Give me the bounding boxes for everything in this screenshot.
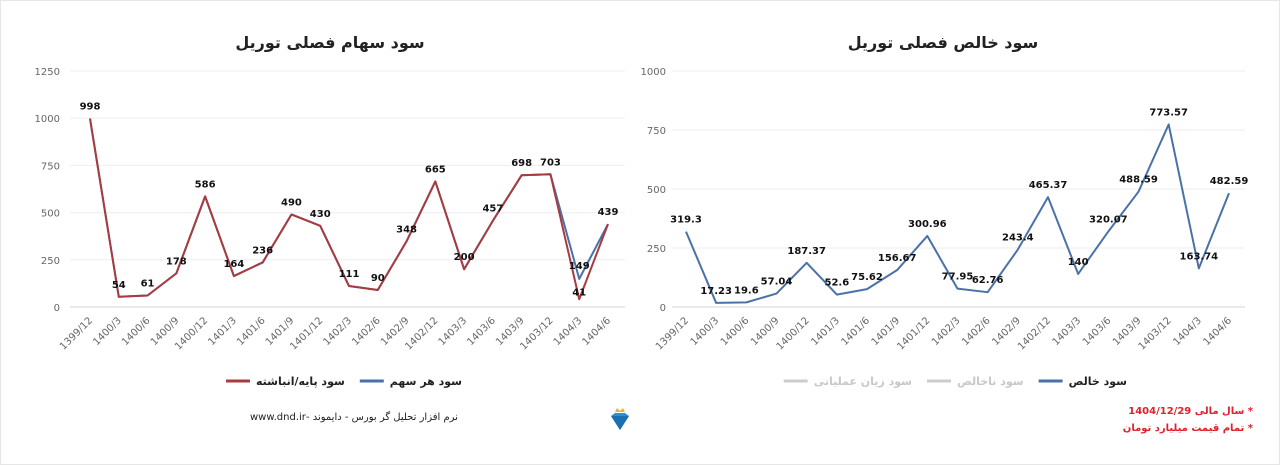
chart-title: سود سهام فصلی توریل [235,33,424,52]
y-tick-label: 750 [647,126,666,137]
data-label: 57.04 [761,277,793,288]
diamond-logo-icon [609,406,631,432]
data-label: 243.4 [1002,233,1034,244]
y-tick-label: 250 [647,244,666,255]
data-label: 111 [339,269,360,280]
data-label: 482.59 [1210,176,1249,187]
x-tick-label: 1403/6 [1081,315,1114,348]
x-tick-label: 1402/3 [321,315,354,348]
y-tick-label: 500 [41,209,60,220]
legend-item-label[interactable]: سود پایه/انباشته [256,375,345,388]
data-label: 465.37 [1029,180,1068,191]
data-label: 187.37 [787,246,826,257]
data-label: 140 [1068,257,1089,268]
data-label: 164 [223,259,244,270]
x-tick-label: 1403/6 [465,315,498,348]
x-tick-label: 1404/3 [552,315,585,348]
x-tick-label: 1404/6 [1201,315,1234,348]
y-tick-label: 250 [41,256,60,267]
data-label: 300.96 [908,219,947,230]
x-tick-label: 1400/6 [120,315,153,348]
x-tick-label: 1401/6 [839,315,872,348]
data-label: 54 [112,280,126,291]
data-label: 665 [425,164,446,175]
y-tick-label: 1000 [641,67,666,78]
x-tick-label: 1403/3 [1051,315,1084,348]
data-label: 319.3 [670,215,702,226]
x-tick-label: 1400/6 [719,315,752,348]
unit-note: * تمام قیمت میلیارد تومان [1122,423,1253,434]
data-label: 62.76 [972,275,1004,286]
data-label: 19.6 [734,285,759,296]
legend-item-label[interactable]: سود هر سهم [390,375,462,388]
x-tick-label: 1403/3 [437,315,470,348]
data-label: 90 [371,273,385,284]
data-label: 490 [281,197,302,208]
data-label: 77.95 [942,272,974,283]
data-label: 236 [252,245,273,256]
y-tick-label: 500 [647,185,666,196]
series-line [685,123,1230,304]
x-tick-label: 1400/12 [775,315,812,352]
legend-item-label[interactable]: سود خالص [1069,375,1127,388]
x-tick-label: 1400/3 [91,315,124,348]
software-credit[interactable]: نرم افزار تحلیل گر بورس - دایموند -www.d… [250,412,458,423]
data-label: 41 [572,287,586,298]
data-label: 698 [511,158,532,169]
x-tick-label: 1402/6 [960,315,993,348]
legend-item-label[interactable]: سود زیان عملیاتی [814,375,912,388]
x-tick-label: 1399/12 [654,315,691,352]
data-label: 348 [396,224,417,235]
y-tick-label: 750 [41,161,60,172]
legend-item-label[interactable]: سود ناخالص [957,375,1024,388]
x-tick-label: 1404/6 [580,315,613,348]
data-label: 149 [569,261,590,272]
data-label: 75.62 [851,272,883,283]
data-label: 17.23 [700,286,732,297]
data-label: 488.59 [1119,175,1158,186]
y-tick-label: 0 [54,303,60,314]
x-tick-label: 1399/12 [58,315,95,352]
data-label: 163.74 [1180,251,1219,262]
data-label: 320.07 [1089,214,1128,225]
data-label: 200 [454,252,475,263]
data-label: 61 [141,278,155,289]
x-tick-label: 1403/12 [1137,315,1174,352]
data-label: 439 [598,207,619,218]
x-tick-label: 1404/3 [1171,315,1204,348]
chart-title: سود خالص فصلی توریل [848,33,1039,52]
data-label: 773.57 [1149,107,1188,118]
x-tick-label: 1402/6 [350,315,383,348]
data-label: 156.67 [878,253,917,264]
x-tick-label: 1401/6 [235,315,268,348]
x-tick-label: 1400/3 [689,315,722,348]
y-tick-label: 1250 [35,67,60,78]
x-tick-label: 1402/12 [1016,315,1053,352]
x-tick-label: 1401/12 [895,315,932,352]
x-tick-label: 1402/3 [930,315,963,348]
x-tick-label: 1401/3 [206,315,239,348]
data-label: 178 [166,256,187,267]
data-label: 430 [310,209,331,220]
data-label: 52.6 [824,278,849,289]
data-label: 998 [80,102,101,113]
fiscal-year-note: * سال مالی 1404/12/29 [1128,406,1253,417]
data-label: 586 [195,179,216,190]
x-tick-label: 1401/3 [809,315,842,348]
series-line [89,118,609,301]
data-label: 457 [482,204,503,215]
y-tick-label: 1000 [35,114,60,125]
data-label: 703 [540,157,561,168]
y-tick-label: 0 [660,303,666,314]
